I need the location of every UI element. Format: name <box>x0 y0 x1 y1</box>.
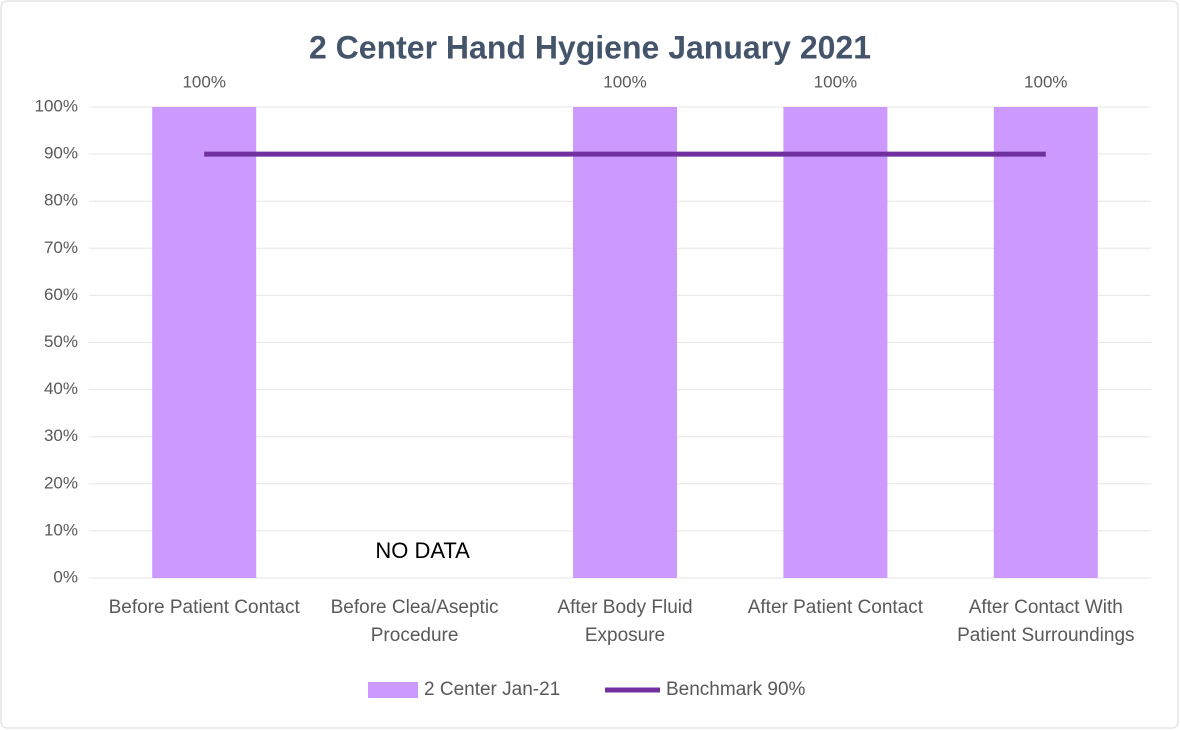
data-label: 100% <box>1024 72 1067 91</box>
legend-swatch <box>368 682 418 698</box>
bar <box>993 107 1098 578</box>
y-tick-label: 0% <box>53 567 78 586</box>
y-tick-label: 80% <box>44 191 78 210</box>
x-tick-label: Before Clea/Aseptic Procedure <box>330 597 499 646</box>
y-tick-label: 70% <box>44 238 78 257</box>
legend-label: 2 Center Jan-21 <box>424 679 560 700</box>
legend-label: Benchmark 90% <box>666 679 806 700</box>
x-tick-label: Before Patient Contact <box>108 597 300 618</box>
data-label: 100% <box>182 72 225 91</box>
y-tick-label: 100% <box>35 96 78 115</box>
data-label: 100% <box>814 72 857 91</box>
x-tick-label: After Contact With Patient Surroundings <box>957 597 1135 646</box>
y-tick-label: 90% <box>44 144 78 163</box>
y-tick-label: 30% <box>44 426 78 445</box>
data-label: 100% <box>603 72 646 91</box>
annotation: NO DATA <box>375 538 470 563</box>
bar <box>783 107 888 578</box>
bar <box>152 107 257 578</box>
y-tick-label: 50% <box>44 332 78 351</box>
x-tick-label: After Body Fluid Exposure <box>557 597 693 646</box>
chart-title: 2 Center Hand Hygiene January 2021 <box>309 29 871 65</box>
y-tick-label: 20% <box>44 473 78 492</box>
x-tick-label: After Patient Contact <box>747 597 924 618</box>
bar <box>573 107 677 578</box>
y-tick-label: 60% <box>44 285 78 304</box>
y-tick-label: 40% <box>44 379 78 398</box>
y-tick-label: 10% <box>44 520 78 539</box>
